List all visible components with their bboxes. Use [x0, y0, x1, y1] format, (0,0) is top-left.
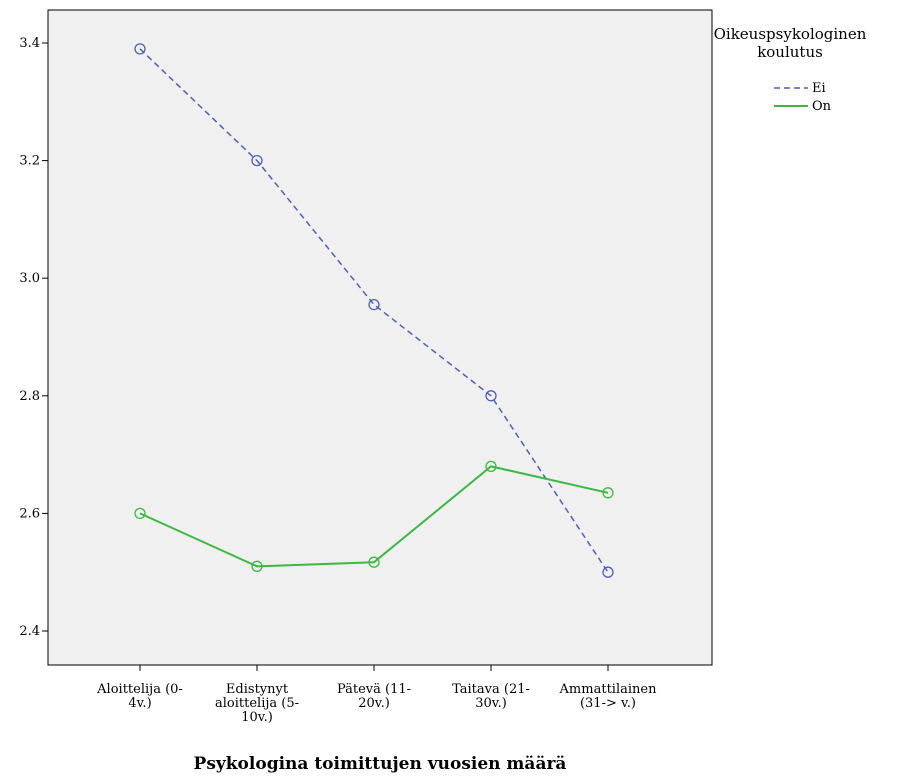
data-point-ei	[368, 299, 380, 311]
x-tick-label: Pätevä (11-20v.)	[337, 682, 411, 711]
series-line-on	[139, 465, 609, 568]
x-tick-label: Ammattilainen (31-> v.)	[559, 682, 658, 711]
x-tick-label: Taitava (21-30v.)	[452, 682, 530, 711]
data-point-ei	[602, 566, 614, 578]
x-axis-title: Psykologina toimittujen vuosien määrä	[194, 754, 567, 774]
x-tick-label: Aloittelija (0-4v.)	[96, 682, 183, 711]
y-tick-label: 3.0	[19, 271, 40, 286]
data-point-on	[368, 556, 380, 568]
data-point-on	[134, 507, 146, 520]
x-tick-label: Edistynyt aloittelija (5-10v.)	[215, 682, 299, 725]
data-point-on	[602, 487, 614, 499]
data-point-ei	[251, 154, 263, 167]
plot-area	[47, 9, 713, 666]
legend-label-on: On	[812, 99, 832, 114]
data-point-on	[485, 460, 497, 473]
y-tick-label: 2.6	[19, 506, 40, 521]
legend: Oikeuspsykologinen koulutus Ei On	[714, 25, 867, 114]
legend-title: Oikeuspsykologinen koulutus	[714, 25, 867, 61]
y-tick-label: 2.4	[19, 624, 40, 639]
data-point-ei	[485, 390, 497, 402]
y-tick-label: 2.8	[19, 389, 40, 404]
legend-label-ei: Ei	[812, 81, 826, 96]
y-tick-label: 3.4	[19, 36, 40, 51]
data-point-ei	[134, 43, 146, 55]
data-point-on	[251, 560, 263, 572]
y-tick-label: 3.2	[19, 154, 40, 169]
